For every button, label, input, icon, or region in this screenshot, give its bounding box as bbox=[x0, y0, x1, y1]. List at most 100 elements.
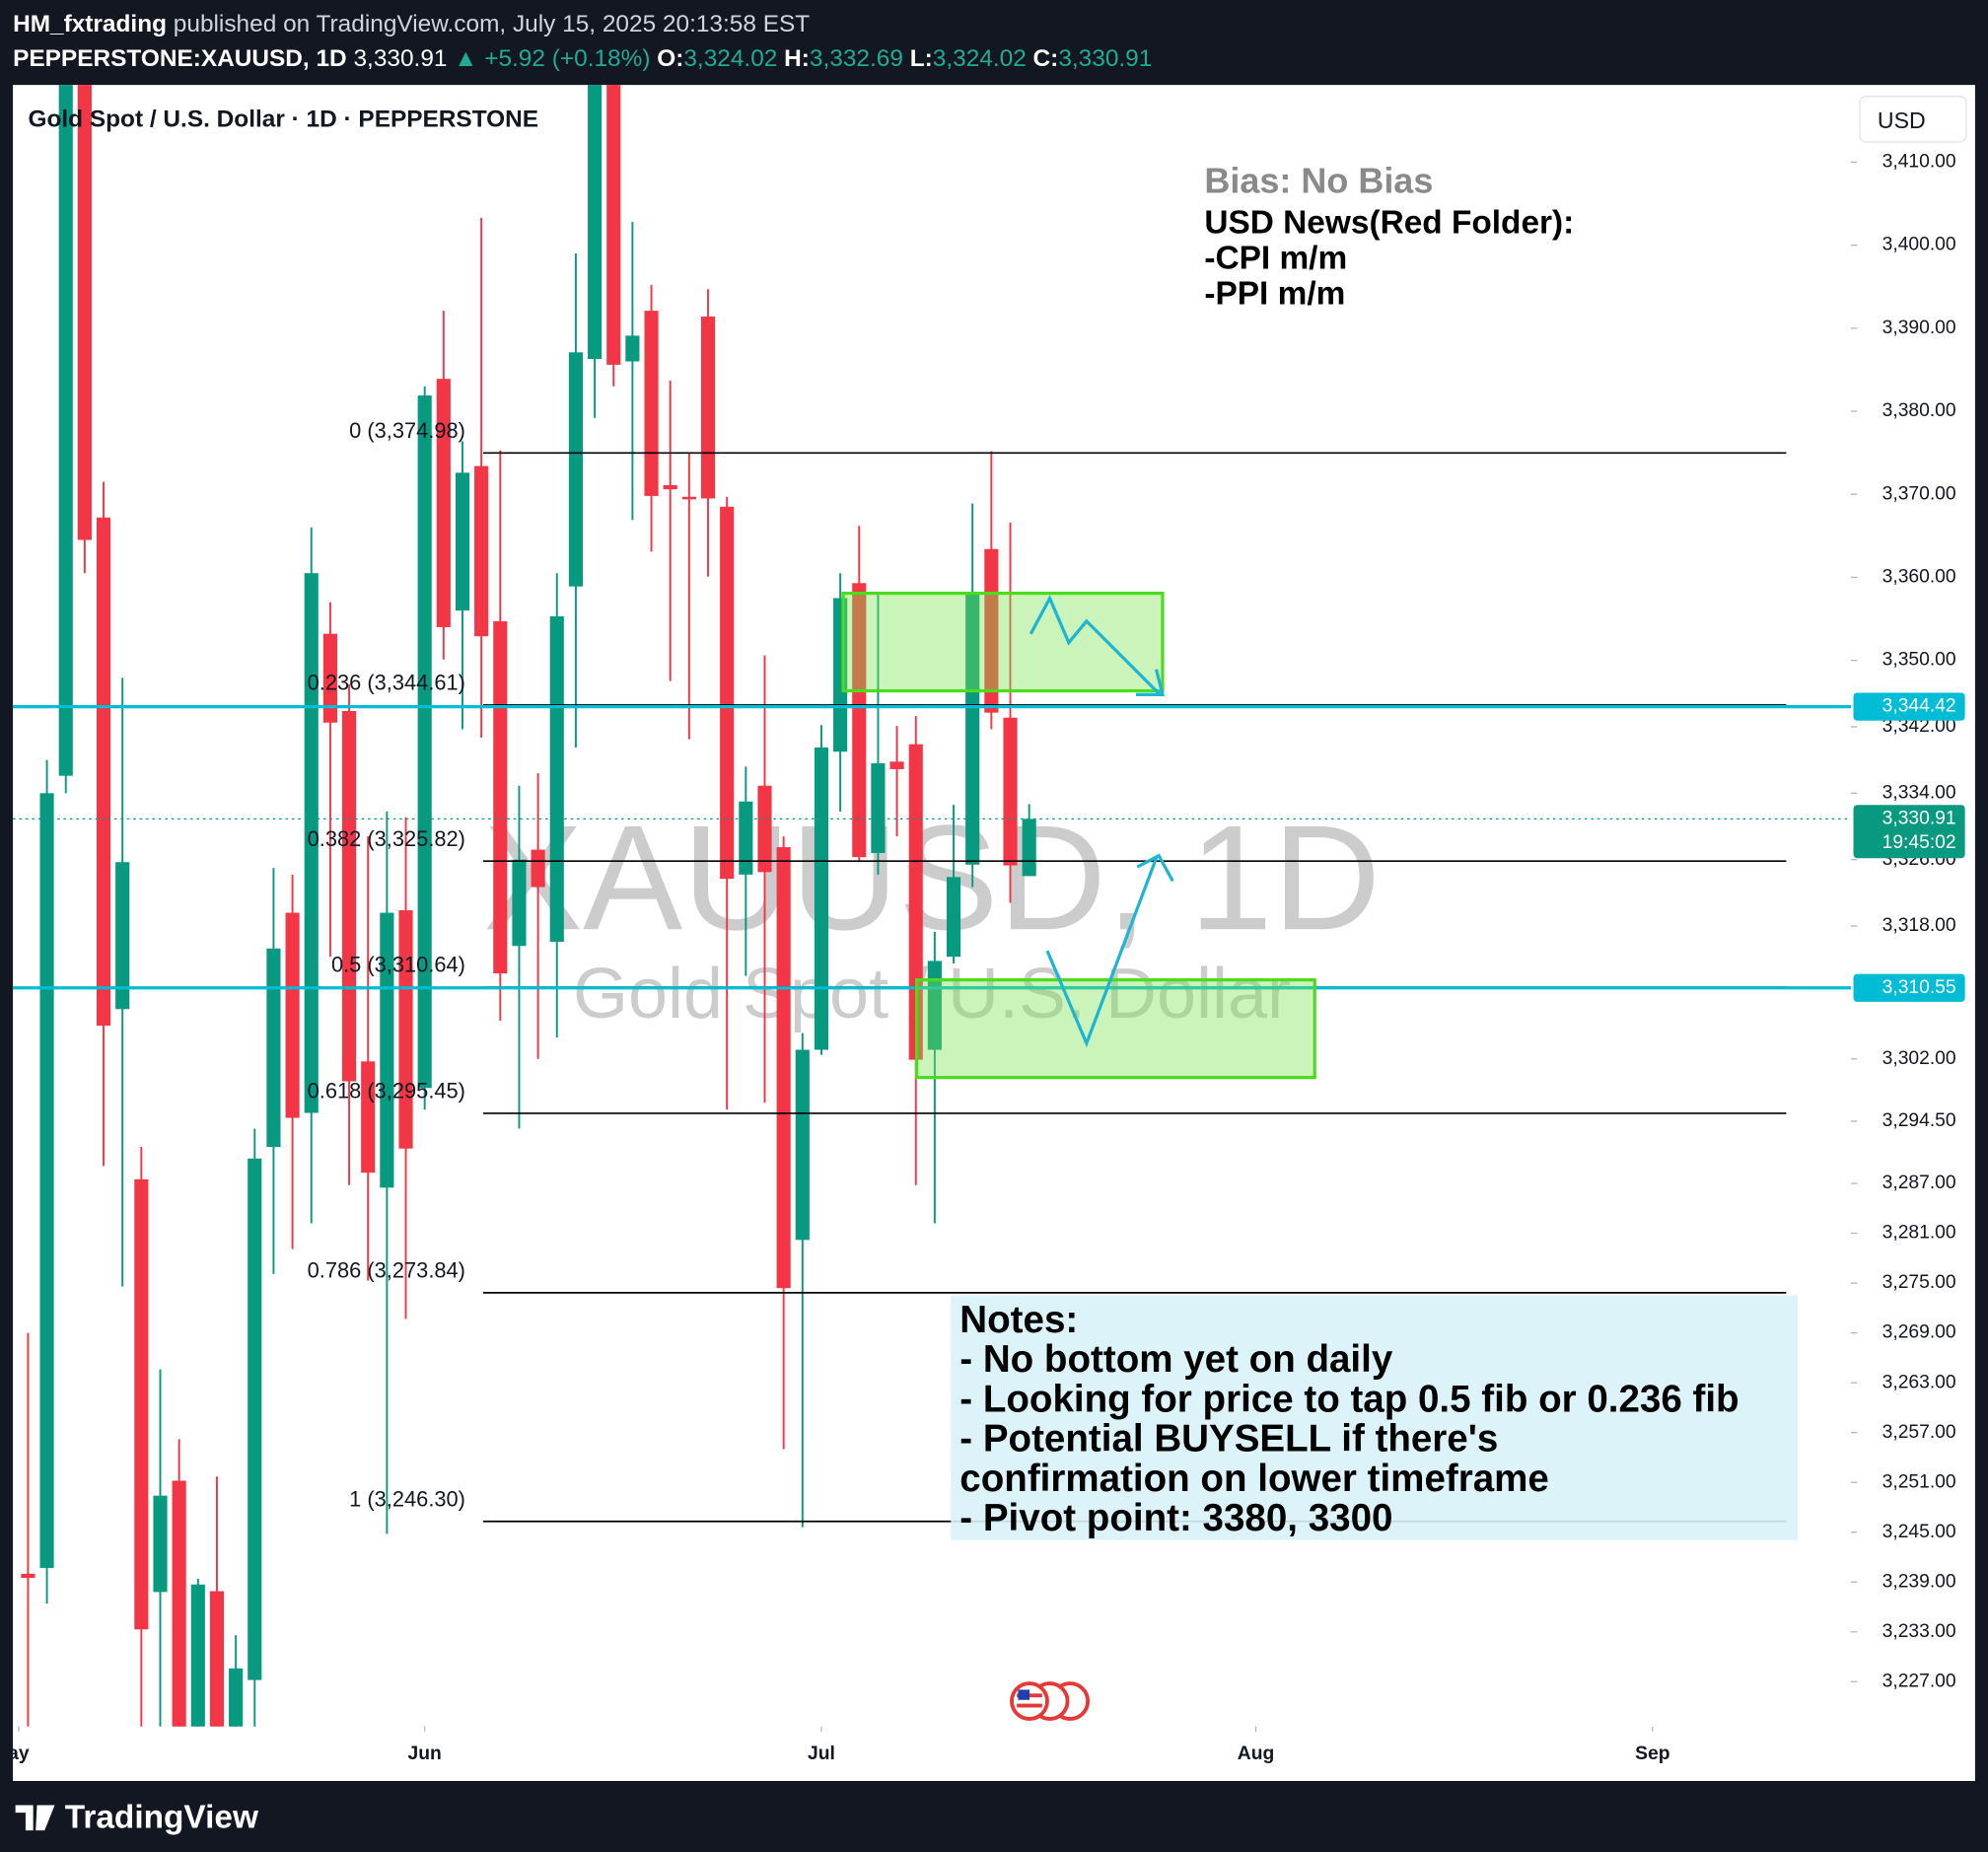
candle-body bbox=[757, 785, 772, 873]
projection-arrow bbox=[1029, 595, 1162, 696]
x-tick-label: Aug bbox=[1238, 1744, 1274, 1764]
ohlc-value: 3,324.02 bbox=[933, 45, 1027, 72]
price-label-box bbox=[1853, 973, 1965, 1002]
author: HM_fxtrading bbox=[13, 11, 167, 37]
x-tick-label: Jul bbox=[808, 1744, 835, 1764]
candle-body bbox=[474, 465, 489, 637]
candle-body bbox=[946, 877, 961, 958]
candle-body bbox=[700, 317, 716, 499]
candle-body bbox=[1003, 717, 1018, 866]
candle-body bbox=[229, 1668, 244, 1727]
y-tick-label: 3,275.00 bbox=[1882, 1272, 1956, 1293]
candle-body bbox=[209, 1591, 225, 1727]
fib-label: 0.618 (3,295.45) bbox=[308, 1079, 465, 1104]
candle-body bbox=[871, 763, 886, 853]
logo bbox=[15, 1805, 55, 1831]
y-tick-label: 3,233.00 bbox=[1882, 1621, 1956, 1642]
candle-body bbox=[248, 1158, 262, 1680]
ohlc-label: H: bbox=[784, 45, 810, 72]
x-tick-label: ay bbox=[8, 1744, 30, 1764]
ohlc-label: O: bbox=[657, 45, 683, 72]
note-line: - Pivot point: 3380, 3300 bbox=[959, 1497, 1392, 1539]
watermark: XAUUSD, 1D bbox=[483, 795, 1381, 962]
x-tick-label: Jun bbox=[408, 1744, 442, 1764]
zone-box bbox=[914, 978, 1316, 1080]
candle-body bbox=[965, 593, 980, 865]
candle-body bbox=[625, 335, 640, 362]
candle-body bbox=[588, 85, 603, 359]
ohlc-label: L: bbox=[910, 45, 933, 72]
zone-box bbox=[841, 591, 1165, 693]
candle-body bbox=[493, 621, 508, 974]
candle-body bbox=[96, 517, 111, 1027]
candle-body bbox=[814, 748, 829, 1050]
candle-body bbox=[361, 1061, 376, 1174]
candle-body bbox=[39, 793, 54, 1568]
candle-body bbox=[398, 910, 413, 1149]
brand: TradingView bbox=[65, 1800, 259, 1836]
chart-title: Gold Spot / U.S. Dollar · 1D · PEPPERSTO… bbox=[29, 107, 539, 133]
ohlc-label: C: bbox=[1033, 45, 1059, 72]
y-tick-label: 3,263.00 bbox=[1882, 1372, 1956, 1392]
last-price-label: 3,330.91 bbox=[1882, 808, 1956, 828]
candle-body bbox=[1022, 819, 1036, 877]
fib-label: 0.5 (3,310.64) bbox=[331, 953, 465, 977]
candle-body bbox=[568, 352, 583, 587]
candles bbox=[21, 85, 1036, 1727]
candle-body bbox=[172, 1480, 186, 1727]
candle-body bbox=[58, 85, 73, 776]
candle-body bbox=[776, 847, 791, 1289]
symbol: PEPPERSTONE:XAUUSD, 1D bbox=[13, 45, 347, 72]
price-label: 3,310.55 bbox=[1882, 977, 1956, 998]
plot-layer: 3,410.00 3,400.00 3,390.00 3,380.00 3,370.00… bbox=[8, 85, 1965, 1764]
candle-body bbox=[927, 961, 942, 1050]
y-tick-label: 3,410.00 bbox=[1882, 152, 1956, 173]
y-tick-label: 3,239.00 bbox=[1882, 1571, 1956, 1592]
event-flags bbox=[1010, 1681, 1091, 1721]
notes-box bbox=[951, 1295, 1798, 1540]
footer bbox=[0, 1781, 1988, 1852]
news: USD News(Red Folder): bbox=[1204, 205, 1574, 242]
ohlc-value: 3,324.02 bbox=[683, 45, 777, 72]
y-tick-label: 3,294.50 bbox=[1882, 1110, 1956, 1131]
ohlc-value: 3,332.69 bbox=[810, 45, 903, 72]
candle-body bbox=[190, 1584, 205, 1727]
y-tick-label: 3,302.00 bbox=[1882, 1048, 1956, 1069]
currency-box[interactable] bbox=[1859, 96, 1967, 143]
candle-body bbox=[531, 849, 545, 888]
change: +5.92 (+0.18%) bbox=[484, 45, 650, 72]
candle-body bbox=[77, 85, 92, 540]
candle-body bbox=[663, 484, 677, 490]
ohlc-value: 3,330.91 bbox=[1058, 45, 1152, 72]
fib-label: 0.382 (3,325.82) bbox=[308, 826, 465, 851]
countdown: 19:45:02 bbox=[1882, 832, 1956, 853]
candle-body bbox=[681, 496, 696, 500]
candle-body bbox=[21, 1573, 36, 1579]
candle-body bbox=[606, 85, 621, 365]
candle-body bbox=[153, 1495, 168, 1593]
candle-body bbox=[852, 583, 867, 858]
fib-label: 0 (3,374.98) bbox=[349, 418, 465, 443]
candle-body bbox=[512, 859, 527, 947]
y-tick-label: 3,287.00 bbox=[1882, 1173, 1956, 1193]
header-line: HM_fxtrading published on TradingView.co… bbox=[13, 11, 810, 37]
candle-body bbox=[134, 1178, 149, 1630]
news: -PPI m/m bbox=[1204, 276, 1345, 313]
currency: USD bbox=[1878, 107, 1926, 133]
y-tick-label: 3,390.00 bbox=[1882, 318, 1956, 338]
arrow: ▲ bbox=[454, 45, 477, 72]
candle-body bbox=[795, 1049, 810, 1241]
y-tick-label: 3,350.00 bbox=[1882, 650, 1956, 671]
candle-body bbox=[549, 615, 564, 943]
candle-body bbox=[115, 862, 130, 1010]
y-tick-label: 3,251.00 bbox=[1882, 1471, 1956, 1492]
x-tick-label: Sep bbox=[1635, 1744, 1669, 1764]
y-tick-label: 3,269.00 bbox=[1882, 1322, 1956, 1343]
candle-body bbox=[380, 912, 394, 1188]
note-line: - Looking for price to tap 0.5 fib or 0.… bbox=[959, 1378, 1739, 1420]
price-label: 3,344.42 bbox=[1882, 696, 1956, 717]
news: -CPI m/m bbox=[1204, 241, 1347, 277]
y-tick-label: 3,360.00 bbox=[1882, 567, 1956, 588]
fib-label: 1 (3,246.30) bbox=[349, 1486, 465, 1511]
